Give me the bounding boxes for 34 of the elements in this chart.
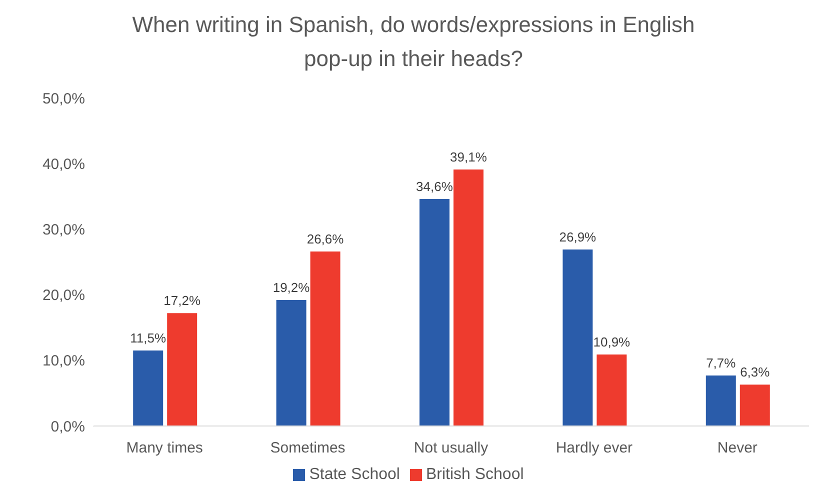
y-tick-label: 20,0% bbox=[42, 287, 85, 304]
x-tick-label: Sometimes bbox=[270, 440, 346, 457]
x-tick-label: Never bbox=[717, 440, 758, 457]
data-label: 17,2% bbox=[164, 293, 201, 308]
x-tick-label: Not usually bbox=[414, 440, 489, 457]
y-tick-label: 50,0% bbox=[42, 90, 85, 108]
x-tick-label: Many times bbox=[126, 440, 203, 457]
data-label: 34,6% bbox=[416, 179, 454, 194]
bar bbox=[740, 384, 770, 426]
y-tick-label: 40,0% bbox=[42, 156, 85, 173]
legend-label: British School bbox=[426, 466, 524, 483]
bar bbox=[419, 199, 450, 426]
data-label: 26,9% bbox=[559, 230, 597, 245]
bar bbox=[310, 252, 340, 426]
data-label: 19,2% bbox=[272, 280, 310, 296]
legend-label: State School bbox=[309, 466, 400, 483]
y-tick-label: 30,0% bbox=[42, 222, 85, 239]
data-label: 26,6% bbox=[306, 232, 344, 247]
bar bbox=[167, 313, 198, 426]
chart-title: When writing in Spanish, do words/expressions in English pop-up in their heads? bbox=[131, 11, 696, 73]
y-tick-label: 0,0% bbox=[50, 418, 85, 436]
data-label: 7,7% bbox=[706, 355, 736, 370]
data-label: 39,1% bbox=[450, 150, 488, 165]
data-label: 6,3% bbox=[740, 364, 770, 380]
bar bbox=[562, 250, 593, 426]
bar bbox=[706, 375, 736, 426]
bar bbox=[276, 300, 306, 426]
bar bbox=[596, 354, 627, 426]
x-tick-label: Hardly ever bbox=[556, 440, 633, 457]
bar bbox=[453, 170, 484, 426]
data-label: 10,9% bbox=[593, 334, 631, 350]
bar bbox=[133, 350, 164, 426]
y-tick-label: 10,0% bbox=[42, 352, 85, 370]
data-label: 11,5% bbox=[130, 330, 166, 346]
